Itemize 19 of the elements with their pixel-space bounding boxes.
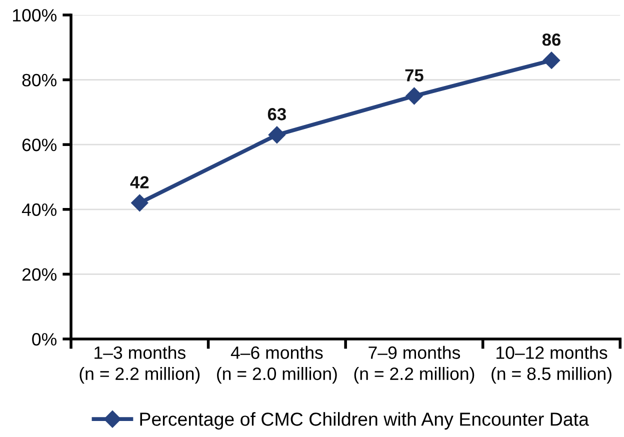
point: [406, 87, 423, 105]
x-tick-label: 10–12 months (n = 8.5 million): [492, 346, 612, 384]
data-label: 63: [268, 108, 286, 120]
y-tick-label: 40%: [22, 203, 56, 216]
data-label: 86: [542, 34, 561, 46]
y-tick-label: 20%: [22, 268, 56, 281]
y-tick-label: 60%: [22, 138, 56, 152]
data-label: 75: [405, 69, 424, 82]
x-tick-label: 4–6 months (n = 2.0 million): [217, 346, 337, 384]
point: [131, 194, 148, 212]
x-tick-label: 7–9 months (n = 2.2 million): [354, 346, 474, 384]
legend-label: Percentage of CMC Children with Any Encounter Data: [140, 412, 589, 430]
y-tick-label: 80%: [22, 74, 56, 86]
y-tick-label: 0%: [32, 333, 56, 346]
y-tick-label: 100%: [13, 9, 56, 22]
x-tick-label: 1–3 months (n = 2.2 million): [80, 346, 200, 384]
point: [542, 52, 560, 69]
point: [268, 126, 286, 144]
data-label: 42: [130, 176, 149, 188]
